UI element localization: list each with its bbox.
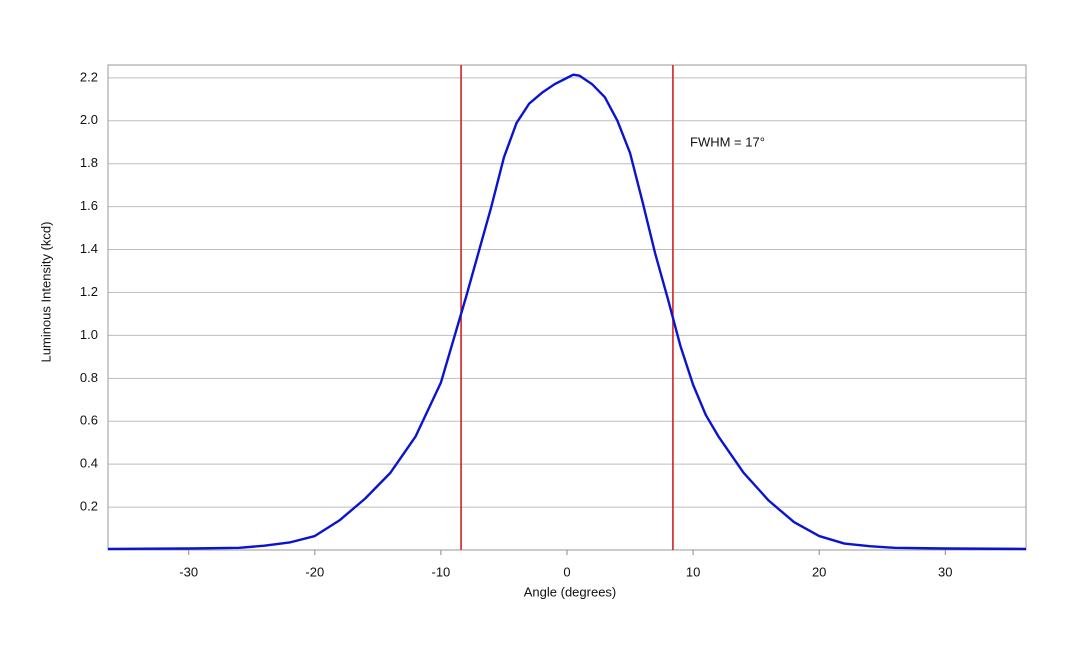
y-tick-label: 1.2 — [80, 284, 98, 299]
y-tick-label: 0.6 — [80, 413, 98, 428]
y-tick-label: 0.2 — [80, 499, 98, 514]
y-tick-label: 1.0 — [80, 327, 98, 342]
x-tick-label: -20 — [305, 564, 324, 579]
x-axis-label: Angle (degrees) — [524, 584, 617, 599]
data-line — [107, 73, 1027, 551]
y-tick-label: 0.8 — [80, 370, 98, 385]
y-tick-label: 1.4 — [80, 241, 98, 256]
x-tick-label: 30 — [938, 564, 952, 579]
y-tick-label: 2.0 — [80, 112, 98, 127]
annotation: FWHM = 17° — [690, 134, 765, 149]
x-tick-label: -10 — [432, 564, 451, 579]
y-tick-label: 2.2 — [80, 69, 98, 84]
y-tick-label: 1.6 — [80, 198, 98, 213]
y-tick-label: 0.4 — [80, 456, 98, 471]
x-tick-label: -30 — [179, 564, 198, 579]
y-tick-label: 1.8 — [80, 155, 98, 170]
plot-frame — [107, 64, 1027, 551]
x-tick-label: 10 — [686, 564, 700, 579]
x-tick-label: 20 — [812, 564, 826, 579]
y-axis-label: Luminous Intensity (kcd) — [38, 222, 53, 363]
x-tick-label: 0 — [563, 564, 570, 579]
